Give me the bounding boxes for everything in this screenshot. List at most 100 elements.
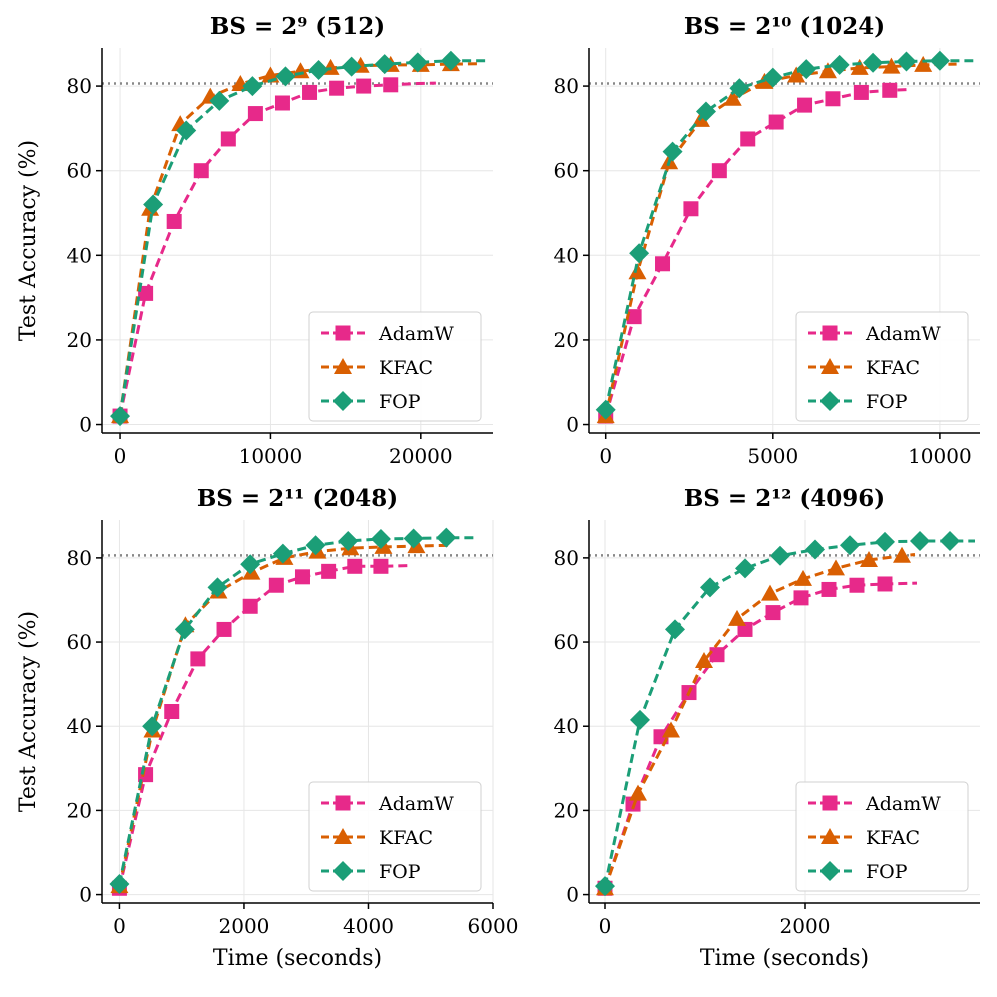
legend-label: AdamW bbox=[378, 793, 454, 815]
y-tick-label: 60 bbox=[67, 630, 92, 654]
x-tick-label: 0 bbox=[114, 444, 127, 468]
data-point bbox=[829, 54, 850, 75]
data-point bbox=[110, 406, 131, 427]
x-tick-label: 5000 bbox=[747, 444, 798, 468]
data-point bbox=[875, 531, 895, 552]
legend-label: KFAC bbox=[866, 357, 920, 379]
x-tick-label: 20000 bbox=[389, 444, 453, 468]
data-point bbox=[914, 55, 933, 72]
data-point bbox=[329, 80, 345, 96]
data-point bbox=[275, 66, 296, 87]
series-fop bbox=[595, 50, 974, 420]
data-point bbox=[770, 545, 790, 566]
series-fop bbox=[110, 50, 487, 427]
legend-label: KFAC bbox=[866, 827, 920, 849]
series-adamw bbox=[597, 576, 918, 896]
data-point bbox=[629, 243, 650, 264]
x-axis-label: Time (seconds) bbox=[213, 946, 382, 971]
legend-marker bbox=[334, 828, 352, 844]
data-point bbox=[294, 569, 310, 585]
series-adamw bbox=[598, 82, 910, 424]
data-point bbox=[700, 577, 720, 598]
data-point bbox=[164, 704, 180, 719]
data-point bbox=[373, 558, 389, 574]
legend-label: FOP bbox=[379, 861, 421, 883]
data-point bbox=[825, 91, 841, 107]
data-point bbox=[863, 52, 884, 73]
legend-label: AdamW bbox=[865, 793, 941, 815]
y-tick-label: 40 bbox=[67, 243, 92, 267]
data-point bbox=[190, 651, 206, 667]
y-tick-label: 60 bbox=[554, 630, 579, 654]
data-point bbox=[440, 50, 461, 71]
data-point bbox=[940, 531, 960, 552]
data-point bbox=[761, 584, 779, 601]
data-point bbox=[308, 60, 329, 80]
legend-label: FOP bbox=[866, 391, 908, 413]
data-point bbox=[662, 721, 680, 738]
legend-box bbox=[308, 781, 482, 892]
subplot-title: BS = 2¹¹ (2048) bbox=[197, 485, 398, 512]
series-fop bbox=[595, 531, 975, 897]
data-point bbox=[882, 57, 901, 74]
subplot-3: 0 2000 4000 6000 0 20 40 60 80 BS = 2¹¹ (2048) Tim… bbox=[16, 485, 518, 971]
data-point bbox=[109, 874, 130, 895]
legend-label: AdamW bbox=[865, 323, 941, 345]
data-point bbox=[321, 563, 337, 579]
legend-marker bbox=[333, 391, 353, 411]
data-point bbox=[735, 558, 755, 579]
data-point bbox=[247, 106, 263, 122]
y-tick-label: 0 bbox=[79, 413, 92, 437]
data-point bbox=[305, 535, 326, 556]
legend-marker bbox=[822, 795, 838, 811]
data-point bbox=[729, 78, 750, 99]
data-point bbox=[338, 531, 359, 552]
x-tick-label: 2000 bbox=[219, 914, 270, 938]
data-point bbox=[793, 590, 809, 606]
y-axis-label: Test Accuracy (%) bbox=[16, 611, 41, 812]
x-tick-label: 10000 bbox=[239, 444, 303, 468]
subplot-4: 0 2000 0 20 40 60 80 BS = 2¹² (4096) Time (secon… bbox=[554, 485, 980, 971]
series-line-kfac bbox=[604, 62, 957, 417]
legend: AdamW KFAC FOP bbox=[308, 781, 482, 892]
y-tick-label: 40 bbox=[554, 243, 579, 267]
x-axis-label: Time (seconds) bbox=[700, 946, 869, 971]
y-tick-label: 20 bbox=[67, 798, 92, 822]
data-point bbox=[768, 114, 784, 130]
legend: AdamW KFAC FOP bbox=[308, 311, 482, 422]
data-point bbox=[242, 598, 258, 614]
data-point bbox=[216, 621, 232, 637]
data-point bbox=[695, 101, 716, 122]
legend-marker bbox=[822, 325, 838, 341]
legend-box bbox=[795, 781, 969, 892]
data-point bbox=[166, 213, 182, 229]
data-point bbox=[787, 66, 806, 83]
legend-marker bbox=[335, 325, 351, 341]
data-point bbox=[762, 67, 783, 88]
data-point bbox=[827, 559, 845, 576]
legend: AdamW KFAC FOP bbox=[795, 781, 969, 892]
y-tick-label: 20 bbox=[554, 328, 579, 352]
legend-box bbox=[308, 311, 482, 422]
y-tick-label: 80 bbox=[67, 74, 92, 98]
data-point bbox=[665, 619, 685, 640]
subplot-2: 0 5000 10000 0 20 40 60 80 BS = 2¹⁰ (1024) AdamW K… bbox=[554, 13, 980, 468]
y-tick-label: 80 bbox=[554, 546, 579, 570]
data-point bbox=[193, 163, 209, 179]
x-tick-label: 0 bbox=[113, 914, 126, 938]
data-point bbox=[821, 581, 837, 597]
data-point bbox=[728, 609, 746, 626]
data-point bbox=[893, 546, 911, 563]
data-point bbox=[138, 285, 154, 301]
data-point bbox=[629, 784, 647, 801]
data-point bbox=[709, 647, 725, 663]
legend-label: AdamW bbox=[378, 323, 454, 345]
legend: AdamW KFAC FOP bbox=[795, 311, 969, 422]
data-point bbox=[209, 90, 230, 111]
data-point bbox=[302, 84, 318, 100]
y-tick-label: 40 bbox=[67, 714, 92, 738]
y-tick-label: 40 bbox=[554, 714, 579, 738]
data-point bbox=[436, 527, 457, 548]
data-point bbox=[242, 76, 263, 97]
legend-label: FOP bbox=[379, 391, 421, 413]
